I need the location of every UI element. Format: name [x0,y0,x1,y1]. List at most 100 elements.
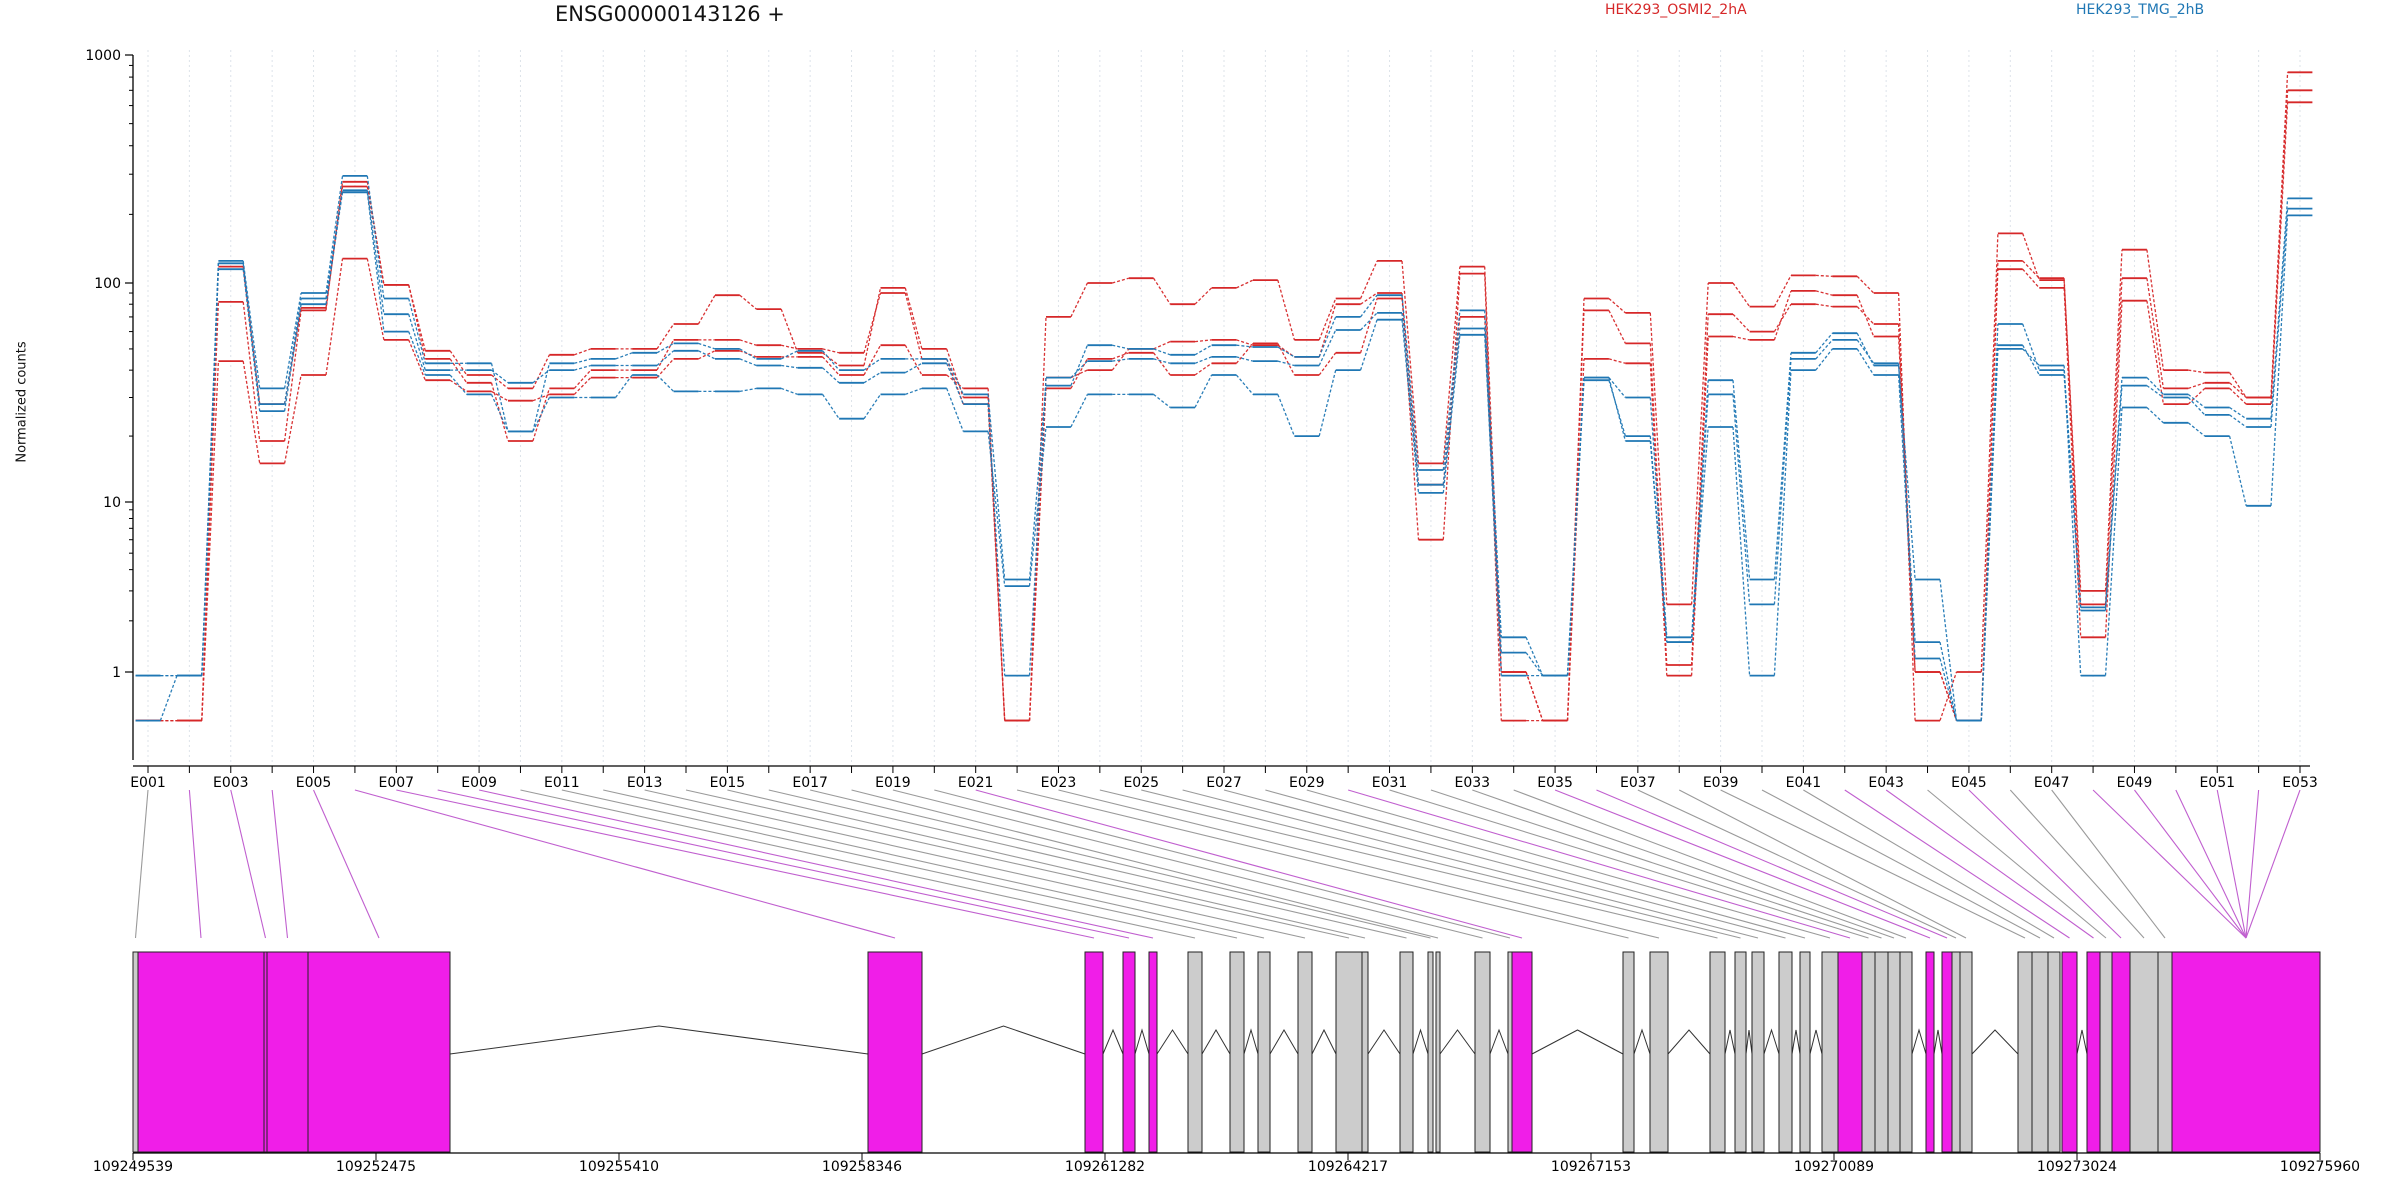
genome-tick-label: 109264217 [1308,1159,1388,1175]
x-tick-label: E001 [130,775,166,791]
exon-block [2157,951,2173,1153]
exon-connector [1927,789,2107,939]
x-tick-label: E049 [2117,775,2153,791]
exon-connector [1389,789,1869,939]
exon-block [2031,951,2049,1153]
intron-line [1724,1029,1736,1055]
exon-connector [2245,789,2301,939]
exon-block [1435,951,1441,1153]
genome-tick-label: 109273024 [2037,1159,2117,1175]
genome-tick-label: 109258346 [822,1159,902,1175]
exon-connector [1347,789,1851,939]
intron-line [921,1025,1086,1055]
exon-block [1751,951,1765,1153]
genome-tick-label: 109249539 [93,1159,173,1175]
exon-block [1734,951,1747,1153]
exon-connector [1554,789,1931,939]
exon-block-tested [307,951,451,1153]
genome-tick-label: 109252475 [336,1159,416,1175]
chart-title: ENSG00000143126 + [555,2,785,26]
x-tick-label: E007 [379,775,415,791]
x-tick-label: E003 [213,775,249,791]
exon-block [1951,951,1961,1153]
exon-connector [1885,789,2094,939]
intron-line [1763,1028,1780,1055]
exon-connector [1182,789,1759,939]
exon-block [1229,951,1245,1153]
intron-line [1971,1029,2019,1055]
exon-block [1821,951,1839,1153]
exon-block [1778,951,1793,1153]
exon-connector [1306,789,1831,939]
exon-block [1622,951,1635,1153]
intron-line [1412,1028,1429,1055]
exon-block-tested [1925,951,1935,1153]
exon-connector [1596,789,1948,939]
exon-connector [975,789,1523,939]
exon-connector [2175,789,2247,939]
exon-connector [313,789,380,939]
exon-connector [2009,789,2145,939]
exon-connector [134,789,149,939]
exon-block [1474,951,1491,1153]
exon-block [2047,951,2061,1153]
intron-line [1791,1029,1801,1055]
exon-block [1799,951,1811,1153]
x-tick-label: E025 [1123,775,1159,791]
exon-connector [851,789,1439,939]
exon-connector [727,789,1366,939]
exon-block-tested [137,951,265,1153]
x-tick-label: E023 [1041,775,1077,791]
series-line [135,189,2313,722]
exon-connector [2134,789,2247,939]
exon-block [1899,951,1913,1153]
exon-connector [934,789,1511,939]
exon-block-tested [1122,951,1136,1153]
exon-block [2017,951,2033,1153]
y-tick-label: 1 [112,665,121,681]
exon-connector [1430,789,1882,939]
genome-tick-label: 109255410 [579,1159,659,1175]
legend-entry-osmi2: HEK293_OSMI2_2hA [1605,2,1747,18]
intron-line [1311,1028,1337,1055]
x-tick-label: E039 [1703,775,1739,791]
y-axis-label: Normalized counts [14,341,30,463]
exon-connector [1099,789,1718,939]
x-tick-label: E013 [627,775,663,791]
exon-block [2129,951,2159,1153]
exon-connector [2216,789,2247,939]
exon-block [1861,951,1876,1153]
exon-block [1361,951,1369,1153]
exon-connector [892,789,1483,939]
x-tick-label: E037 [1620,775,1656,791]
exon-connector [437,789,1130,939]
intron-line [1667,1029,1711,1055]
intron-line [1911,1028,1927,1055]
intron-line [1809,1029,1823,1055]
intron-line [1933,1029,1943,1055]
exon-block [1257,951,1271,1153]
genome-tick-label: 109261282 [1065,1159,1145,1175]
exon-connector [685,789,1350,939]
x-tick-label: E047 [2034,775,2070,791]
exon-block-tested [867,951,923,1153]
x-tick-label: E009 [461,775,497,791]
exon-block-tested [2061,951,2078,1153]
x-tick-label: E053 [2282,775,2318,791]
exon-block [1399,951,1414,1153]
exon-connector [1720,789,2026,939]
intron-line [1633,1028,1651,1055]
x-tick-label: E017 [792,775,828,791]
x-tick-label: E015 [710,775,746,791]
x-tick-label: E051 [2199,775,2235,791]
series-line [135,175,2313,722]
exon-connector [271,789,289,939]
exon-block [1297,951,1313,1153]
exon-block-tested [1148,951,1158,1153]
exon-connector [520,789,1196,939]
x-tick-label: E011 [544,775,580,791]
exon-block [132,951,139,1153]
exon-connector [230,789,267,939]
x-tick-label: E005 [296,775,332,791]
